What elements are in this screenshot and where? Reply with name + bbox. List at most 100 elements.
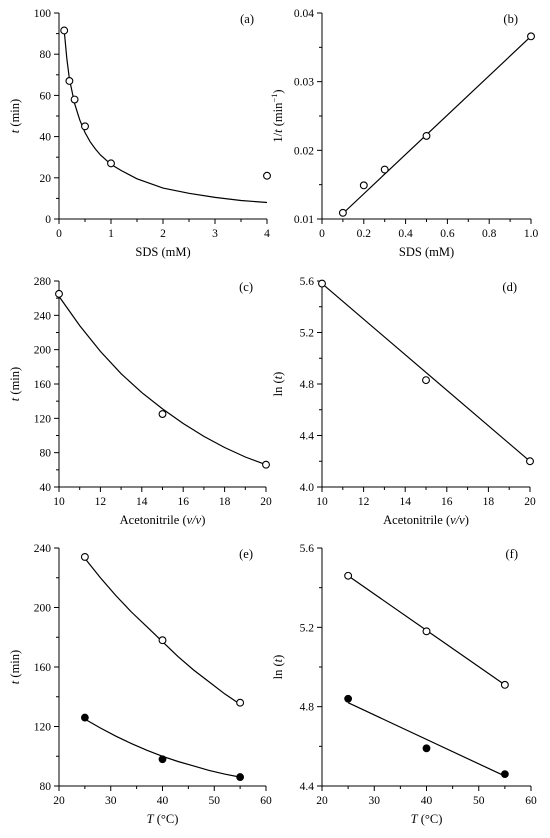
- data-point-open: [263, 171, 271, 180]
- data-point-filled: [500, 770, 509, 778]
- panel-tag: (e): [239, 547, 253, 561]
- y-tick-label: 0.01: [294, 214, 314, 226]
- x-tick-label: 14: [399, 496, 411, 508]
- y-tick-label: 0.04: [294, 8, 314, 20]
- y-tick-label: 20: [40, 173, 52, 185]
- x-tick-label: 3: [212, 228, 218, 240]
- y-tick-label: 160: [34, 379, 52, 391]
- panel-tag: (c): [239, 280, 253, 294]
- panel-d: 10 12 14 16 18 20 4.0 4.4 4.8 5.2 5.6 Acetonitrile …: [271, 276, 536, 527]
- data-point-open: [81, 122, 89, 131]
- x-tick-label: 18: [219, 496, 231, 508]
- data-point-filled: [158, 755, 167, 764]
- x-axis-title: Acetonitrile (v/v): [383, 513, 469, 527]
- x-axis-title: T (°C): [411, 812, 443, 826]
- data-point-open: [318, 279, 326, 288]
- panel-c: 10 12 14 16 18 20 40 80 120 160 200 240 280 Acetonitr…: [8, 276, 272, 527]
- fit-curve: [321, 283, 531, 462]
- x-tick-label: 30: [105, 795, 117, 807]
- y-tick-label: 100: [34, 8, 52, 20]
- data-point-open: [359, 181, 368, 190]
- y-tick-label: 280: [34, 276, 52, 288]
- x-tick-label: 0.4: [398, 228, 413, 240]
- y-tick-label: 0: [45, 214, 51, 226]
- y-tick-label: 0.02: [294, 145, 314, 157]
- fit-curve: [342, 35, 532, 214]
- x-tick-label: 20: [53, 795, 65, 807]
- x-tick-label: 16: [177, 496, 189, 508]
- y-tick-label: 4.4: [300, 431, 315, 443]
- panel-tag: (f): [506, 547, 519, 561]
- x-tick-label: 1.0: [524, 228, 539, 240]
- y-tick-label: 60: [40, 90, 52, 102]
- panel-tag: (d): [502, 280, 517, 294]
- data-point-filled: [344, 694, 353, 703]
- fit-curve: [84, 718, 241, 778]
- data-point-open: [526, 457, 534, 466]
- x-tick-label: 0: [319, 228, 325, 240]
- fit-curve: [84, 558, 241, 705]
- data-point-open: [422, 627, 431, 636]
- y-axis-title: ln (t): [271, 655, 285, 680]
- data-point-open: [55, 289, 63, 298]
- data-point-open: [338, 208, 347, 217]
- y-axis-title: ln (t): [271, 372, 285, 397]
- y-tick-label: 200: [34, 345, 52, 357]
- x-tick-label: 12: [95, 496, 107, 508]
- x-tick-label: 18: [483, 496, 495, 508]
- data-point-open: [422, 131, 431, 140]
- y-tick-label: 80: [40, 448, 52, 460]
- y-tick-label: 5.6: [300, 543, 315, 555]
- y-tick-label: 4.4: [300, 781, 315, 793]
- data-point-open: [60, 26, 69, 35]
- data-point-open: [158, 410, 167, 418]
- x-tick-label: 40: [157, 795, 169, 807]
- x-axis-title: SDS (mM): [399, 245, 454, 259]
- y-tick-label: 120: [34, 413, 52, 425]
- y-tick-label: 160: [34, 662, 52, 674]
- panel-f: 20 30 40 50 60 4.4 4.8 5.2 5.6 T (°C) ln (t) (f): [271, 543, 537, 826]
- y-tick-label: 40: [40, 132, 52, 144]
- x-tick-label: 20: [260, 496, 272, 508]
- y-tick-label: 80: [40, 49, 52, 61]
- x-tick-label: 16: [441, 496, 453, 508]
- y-tick-label: 240: [34, 310, 52, 322]
- y-tick-label: 5.6: [300, 276, 315, 288]
- panel-b: 0 0.2 0.4 0.6 0.8 1.0 0.01 0.02 0.03 0.04 SDS (mM)…: [269, 8, 538, 259]
- y-axis-title: 1/t (min−1): [269, 89, 285, 142]
- x-tick-label: 0.8: [482, 228, 497, 240]
- data-point-filled: [236, 773, 245, 781]
- x-tick-label: 0: [56, 228, 62, 240]
- x-tick-label: 1: [108, 228, 114, 240]
- x-tick-label: 30: [369, 795, 381, 807]
- y-axis-title: t (min): [8, 99, 22, 133]
- data-point-open: [422, 376, 430, 385]
- data-point-open: [107, 159, 115, 168]
- panel-tag: (b): [503, 12, 518, 26]
- x-tick-label: 2: [160, 228, 166, 240]
- x-tick-label: 20: [316, 795, 328, 807]
- x-tick-label: 0.2: [357, 228, 372, 240]
- x-axis-title: SDS (mM): [135, 245, 190, 259]
- x-tick-label: 12: [358, 496, 370, 508]
- y-tick-label: 120: [34, 722, 52, 734]
- x-tick-label: 50: [209, 795, 221, 807]
- y-tick-label: 5.2: [300, 328, 315, 340]
- y-tick-label: 4.0: [300, 482, 315, 494]
- data-point-open: [344, 571, 353, 580]
- x-tick-label: 40: [421, 795, 433, 807]
- data-point-open: [70, 95, 79, 104]
- x-tick-label: 14: [136, 496, 148, 508]
- data-point-open: [158, 636, 167, 645]
- data-point-open: [380, 165, 389, 174]
- fit-curve: [58, 296, 267, 466]
- x-axis-title: Acetonitrile (v/v): [120, 513, 206, 527]
- fit-curve: [63, 30, 268, 204]
- panel-e: 20 30 40 50 60 80 120 160 200 240 T (°C) t (min) (e): [8, 543, 272, 826]
- x-axis-title: T (°C): [147, 812, 179, 826]
- y-tick-label: 80: [40, 781, 52, 793]
- y-tick-label: 4.8: [300, 379, 315, 391]
- data-point-open: [236, 698, 245, 707]
- data-point-open: [527, 32, 535, 41]
